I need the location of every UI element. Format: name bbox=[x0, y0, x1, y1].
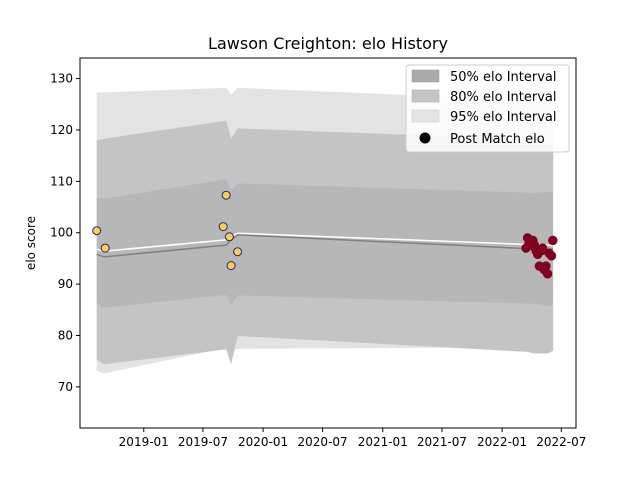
legend-marker-post-match bbox=[419, 132, 431, 144]
post-match-point bbox=[92, 226, 102, 236]
post-match-point bbox=[218, 222, 228, 232]
chart-title: Lawson Creighton: elo History bbox=[208, 34, 448, 53]
x-tick-label: 2020-07 bbox=[298, 435, 348, 449]
y-tick-label: 90 bbox=[58, 277, 73, 291]
post-match-point bbox=[542, 269, 553, 279]
plot-area bbox=[92, 87, 558, 374]
post-match-point bbox=[233, 247, 243, 257]
x-tick-label: 2021-07 bbox=[417, 435, 467, 449]
legend-swatch-95 bbox=[411, 109, 440, 123]
plot-frame bbox=[79, 57, 577, 429]
y-tick-label: 70 bbox=[58, 380, 73, 394]
legend: 50% elo Interval 80% elo Interval 95% el… bbox=[405, 64, 570, 153]
x-tick-label: 2019-07 bbox=[178, 435, 228, 449]
post-match-point bbox=[226, 261, 236, 271]
x-tick-label: 2021-01 bbox=[358, 435, 408, 449]
y-tick-label: 100 bbox=[50, 226, 73, 240]
legend-label-50: 50% elo Interval bbox=[450, 70, 557, 85]
legend-label-post-match: Post Match elo bbox=[450, 132, 545, 147]
post-match-point bbox=[548, 235, 558, 246]
post-match-point bbox=[100, 243, 110, 253]
y-tick-label: 130 bbox=[50, 72, 73, 86]
legend-label-80: 80% elo Interval bbox=[450, 90, 557, 105]
x-tick-label: 2022-07 bbox=[536, 435, 586, 449]
y-tick-label: 80 bbox=[58, 329, 73, 343]
legend-swatch-80 bbox=[411, 89, 440, 103]
post-match-point bbox=[541, 261, 551, 271]
axes: 2019-01 2019-07 2020-01 2020-07 2021-01 2021-… bbox=[50, 72, 586, 449]
y-axis-label: elo score bbox=[24, 216, 38, 270]
y-tick-label: 120 bbox=[50, 123, 73, 137]
x-tick-label: 2019-01 bbox=[119, 435, 169, 449]
x-tick-label: 2020-01 bbox=[238, 435, 288, 449]
y-tick-label: 110 bbox=[50, 174, 73, 188]
legend-frame bbox=[405, 64, 570, 153]
x-tick-label: 2022-01 bbox=[477, 435, 527, 449]
band-50 bbox=[96, 179, 554, 308]
post-match-point bbox=[224, 232, 234, 242]
post-match-point bbox=[221, 190, 231, 200]
legend-swatch-50 bbox=[411, 69, 440, 83]
post-match-point bbox=[546, 251, 557, 261]
post-match-point bbox=[537, 243, 548, 253]
legend-label-95: 95% elo Interval bbox=[450, 110, 557, 125]
